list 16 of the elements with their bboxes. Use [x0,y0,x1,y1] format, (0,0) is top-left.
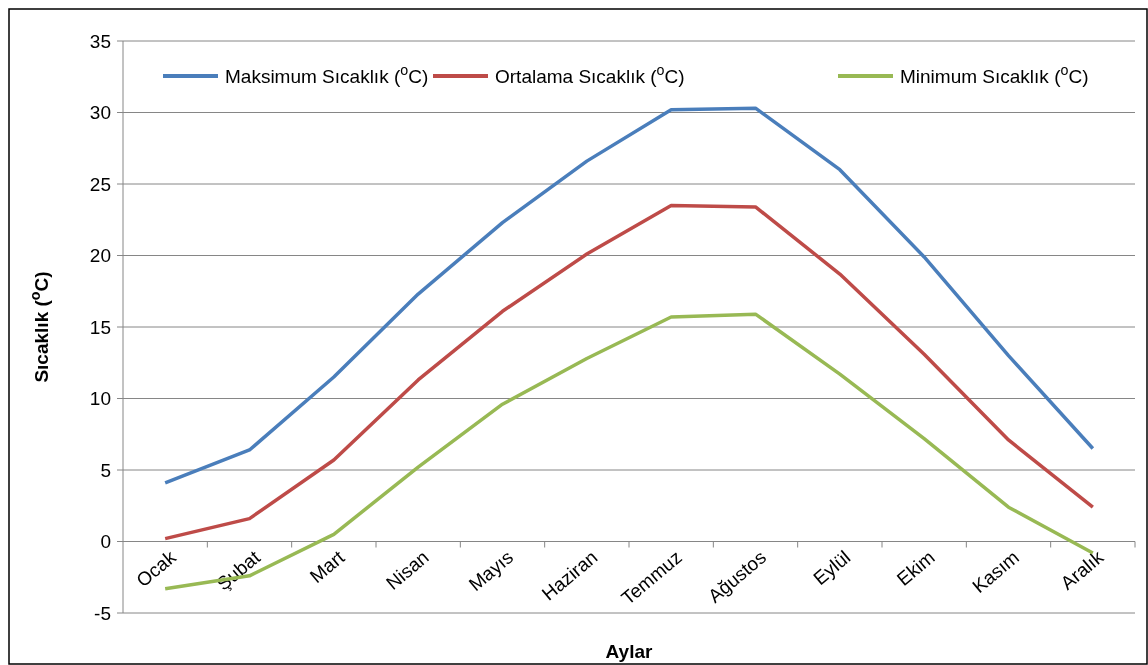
y-tick-label: 15 [89,316,111,338]
y-tick-label: 0 [100,531,111,553]
legend-label: Maksimum Sıcaklık ($^{o}$C) [225,61,429,87]
y-tick-label: 35 [89,30,111,52]
x-tick-label: Mart [305,546,349,587]
y-tick-label: -5 [94,602,111,624]
x-axis-title: Aylar [605,641,654,662]
legend-label: Ortalama Sıcaklık ($^{o}$C) [495,61,685,87]
legend-label: Minimum Sıcaklık ($^{o}$C) [900,61,1089,87]
line-series [163,203,1095,541]
y-tick-label: 10 [89,388,111,410]
y-tick-label: 5 [100,459,111,481]
y-tick-label: 25 [89,173,111,195]
y-tick-label: 20 [89,245,111,267]
line-series [163,106,1095,485]
y-tick-label: 30 [89,102,111,124]
